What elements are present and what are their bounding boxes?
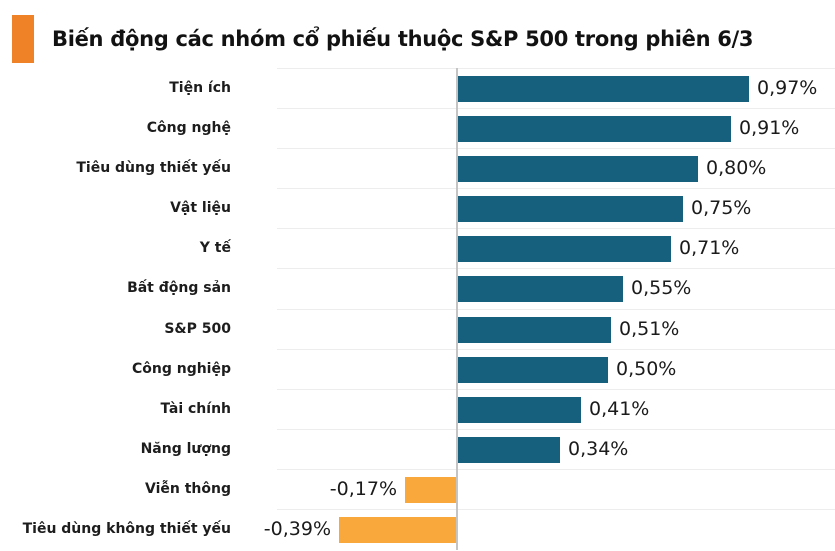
bar-positive: [458, 236, 671, 263]
bar-positive: [458, 76, 749, 102]
value-label: 0,41%: [589, 397, 650, 420]
chart-row: Tài chính 0,41%: [0, 388, 835, 429]
bar-positive: [458, 356, 608, 383]
category-label: Tiêu dùng không thiết yếu: [22, 521, 231, 538]
category-label: Tiêu dùng thiết yếu: [76, 160, 231, 177]
chart-row: Viễn thông -0,17%: [0, 468, 835, 509]
row-plot-area: -0,39%: [264, 509, 835, 549]
category-label: Tiện ích: [169, 80, 231, 96]
row-plot-area: 0,50%: [277, 348, 835, 389]
row-plot-area: 0,41%: [277, 388, 835, 429]
zero-axis-line: [456, 68, 458, 550]
bar-chart: Tiện ích 0,97% Công nghệ 0,91% Tiêu dùng thi…: [0, 68, 835, 550]
chart-row: Tiêu dùng thiết yếu 0,80%: [0, 148, 835, 188]
chart-row: Công nghệ 0,91%: [0, 108, 835, 148]
chart-row: Vật liệu 0,75%: [0, 188, 835, 228]
row-plot-area: 0,75%: [277, 188, 835, 228]
value-label: -0,39%: [263, 518, 331, 541]
title-accent-marker: [12, 15, 34, 63]
row-plot-area: 0,97%: [277, 68, 835, 108]
category-label: Vật liệu: [170, 200, 231, 217]
value-label: 0,55%: [631, 277, 692, 300]
category-label: Công nghiệp: [131, 360, 231, 377]
chart-row: S&P 500 0,51%: [0, 308, 835, 349]
chart-row: Năng lượng 0,34%: [0, 428, 835, 469]
bar-negative: [339, 517, 456, 544]
category-label: Viễn thông: [145, 480, 231, 497]
category-label: Bất động sản: [127, 280, 231, 297]
value-label: 0,50%: [616, 357, 677, 380]
chart-header: Biến động các nhóm cổ phiếu thuộc S&P 50…: [0, 0, 835, 68]
chart-row: Tiện ích 0,97%: [0, 68, 835, 108]
value-label: 0,75%: [691, 197, 752, 220]
row-plot-area: 0,34%: [277, 428, 835, 469]
chart-row: Y tế 0,71%: [0, 228, 835, 268]
value-label: 0,80%: [706, 157, 767, 180]
category-label: Công nghệ: [146, 120, 231, 137]
value-label: 0,97%: [757, 77, 818, 99]
value-label: 0,91%: [739, 117, 800, 140]
bar-positive: [458, 156, 698, 183]
value-label: 0,71%: [679, 237, 740, 260]
bar-positive: [458, 396, 581, 423]
row-plot-area: -0,17%: [277, 468, 835, 509]
chart-title: Biến động các nhóm cổ phiếu thuộc S&P 50…: [52, 27, 754, 51]
chart-row: Công nghiệp 0,50%: [0, 348, 835, 389]
bar-positive: [458, 436, 560, 463]
category-label: Tài chính: [160, 400, 231, 417]
bar-positive: [458, 116, 731, 143]
category-label: Năng lượng: [140, 440, 231, 457]
category-label: S&P 500: [164, 320, 231, 337]
category-label: Y tế: [199, 240, 231, 257]
value-label: 0,34%: [568, 437, 629, 460]
value-label: 0,51%: [619, 317, 680, 340]
bar-positive: [458, 276, 623, 303]
row-plot-area: 0,91%: [277, 108, 835, 148]
chart-row: Tiêu dùng không thiết yếu -0,39%: [0, 509, 835, 549]
chart-row: Bất động sản 0,55%: [0, 268, 835, 308]
row-plot-area: 0,55%: [277, 268, 835, 308]
row-plot-area: 0,80%: [277, 148, 835, 188]
value-label: -0,17%: [329, 477, 397, 500]
bar-positive: [458, 316, 611, 343]
row-plot-area: 0,51%: [277, 308, 835, 349]
bar-negative: [405, 476, 456, 503]
row-plot-area: 0,71%: [277, 228, 835, 268]
bar-positive: [458, 196, 683, 223]
